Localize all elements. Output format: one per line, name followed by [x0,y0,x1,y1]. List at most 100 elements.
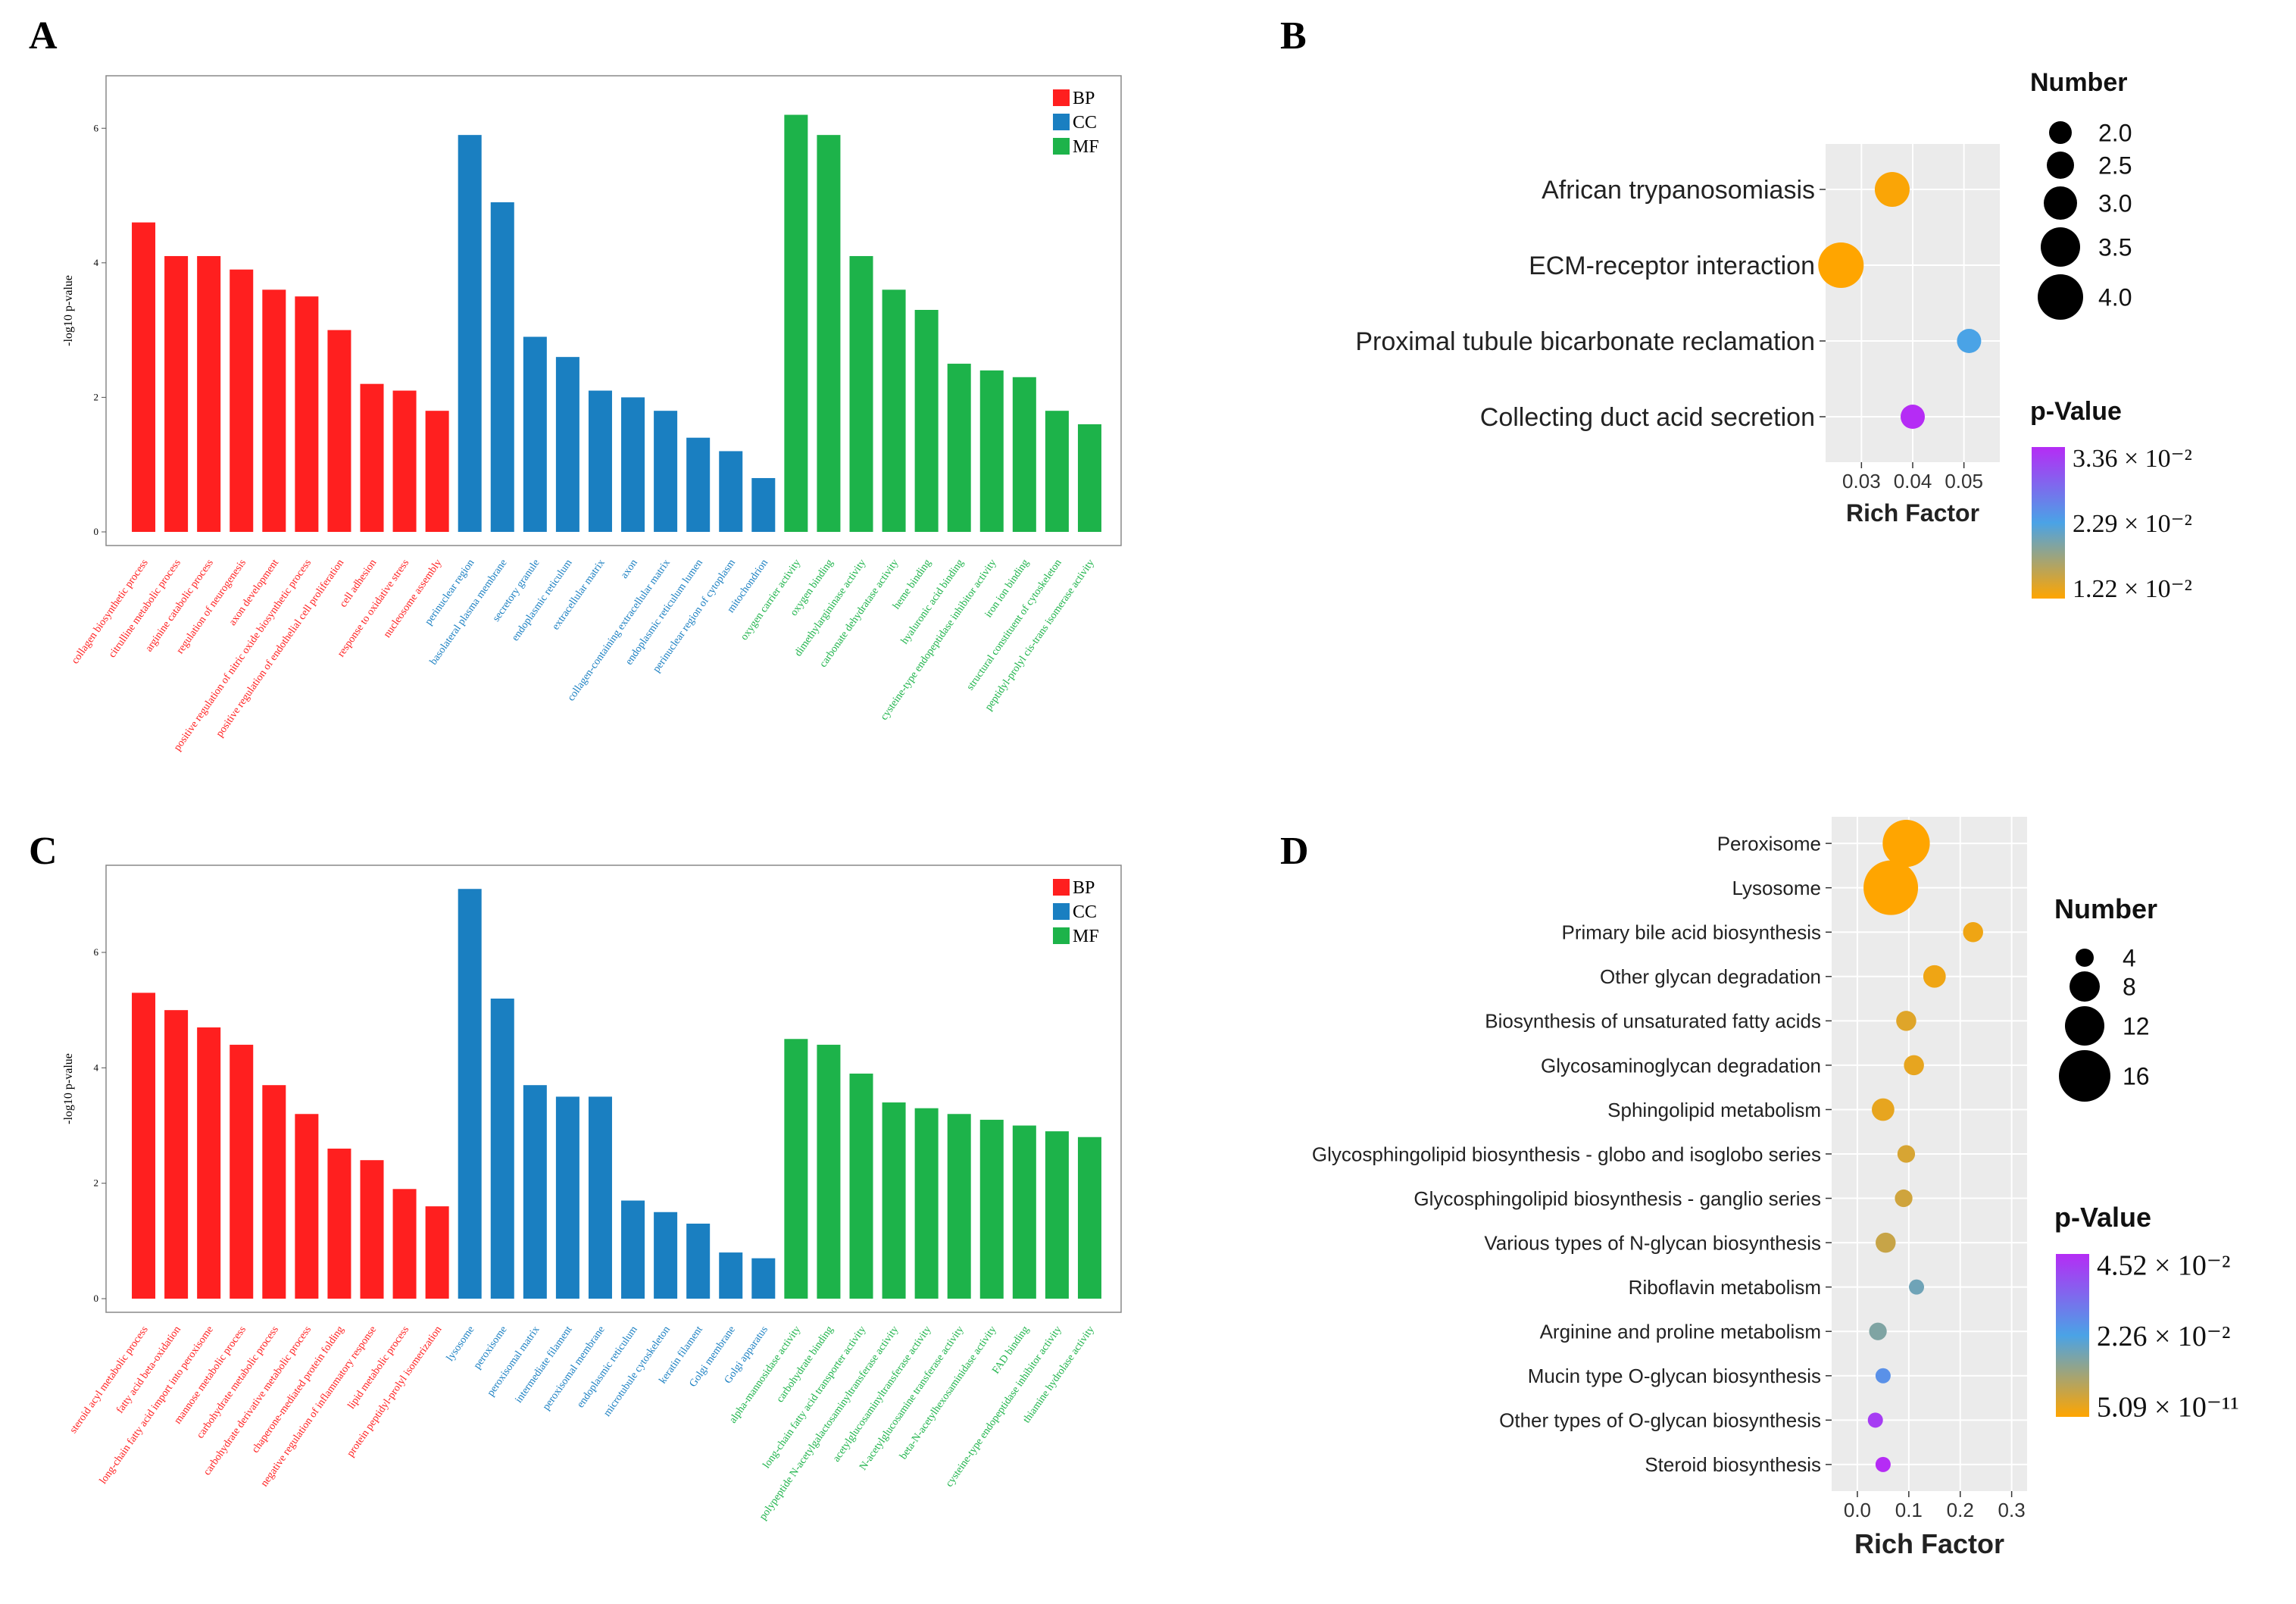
x-tick-label: 0.3 [1998,1499,2026,1521]
y-tick-label: 4 [94,257,99,268]
dot [1895,1189,1913,1208]
pathway-label: ECM-receptor interaction [1529,252,1815,280]
panel-label-a: A [29,14,58,58]
bar [849,1073,873,1299]
bar [132,222,156,532]
size-legend-dot [2049,121,2072,144]
x-tick-label: carbohydrate binding [774,1324,836,1405]
dot [1875,1456,1891,1472]
bar [1045,411,1069,532]
size-legend-dot [2070,971,2100,1002]
x-tick-label: oxygen carrier activity [739,558,803,643]
legend-label: BP [1073,89,1095,108]
legend-swatch [1053,903,1070,920]
pathway-label: Riboflavin metabolism [1629,1276,1821,1299]
x-axis-title: Rich Factor [1846,499,1979,527]
legend-swatch [1053,138,1070,155]
bar [1012,377,1036,532]
bar [751,1258,776,1299]
bar [262,1085,286,1299]
size-legend-label: 2.5 [2098,152,2132,180]
x-tick-label: fatty acid beta-oxidation [114,1324,183,1416]
bar [1045,1131,1069,1299]
pathway-label: Lysosome [1732,877,1821,899]
bar [751,477,776,532]
bar [458,135,482,533]
bar [719,451,743,532]
bar [1012,1125,1036,1299]
panel-label-b: B [1280,14,1307,58]
pathway-label: Glycosphingolipid biosynthesis - globo a… [1312,1143,1821,1165]
y-axis-label: -log10 p-value [62,1053,75,1124]
x-tick-label: peroxisome [472,1324,510,1371]
bar [882,1102,906,1299]
bar [784,1039,808,1299]
pathway-label: Biosynthesis of unsaturated fatty acids [1485,1010,1821,1033]
bar [230,1044,254,1299]
size-legend-label: 8 [2123,974,2136,1001]
size-legend-dot [2044,186,2077,220]
color-legend-title: p-Value [2030,397,2122,426]
x-tick-label: 0.03 [1842,470,1881,492]
pathway-label: Mucin type O-glycan biosynthesis [1528,1365,1821,1387]
legend-label: MF [1073,927,1099,946]
bar [523,336,547,532]
pathway-label: Arginine and proline metabolism [1540,1321,1821,1343]
size-legend-dot [2041,227,2080,267]
size-legend-title: Number [2054,893,2157,924]
x-tick-label: 0.05 [1945,470,1983,492]
dot [1901,405,1925,429]
size-legend-label: 2.0 [2098,120,2132,147]
panel-label-c: C [29,830,58,873]
color-legend-label: 4.52 × 10⁻² [2097,1250,2230,1282]
bar [979,370,1004,532]
dot [1904,1055,1924,1076]
bar [1077,1137,1101,1299]
dot [1869,1322,1887,1340]
kegg-dot-plot-b: 0.03 0.04 0.05 Rich Factor African trypanoso… [1355,68,2191,603]
bar [132,993,156,1299]
x-tick-label: lipid metabolic process [346,1324,412,1412]
dot [1923,965,1946,988]
bar [849,255,873,532]
dot [1863,860,1919,915]
bar [295,1114,319,1299]
x-tick-label: axon [619,558,640,581]
legend-label: CC [1073,902,1097,922]
bar [392,390,417,532]
bar [327,330,351,532]
bar [784,114,808,533]
y-tick-label: 2 [94,391,99,402]
bar [654,411,678,532]
bar [164,255,189,532]
x-tick-label: lysosome [445,1324,477,1364]
x-tick-label: 0.04 [1894,470,1932,492]
bar [555,357,579,532]
color-legend-label: 3.36 × 10⁻² [2073,445,2192,473]
legend-swatch [1053,114,1070,130]
dot [1818,242,1864,288]
dot [1896,1011,1916,1031]
bar [621,1200,645,1299]
bar [621,397,645,532]
size-legend-label: 3.5 [2098,234,2132,261]
color-bar [2056,1254,2089,1417]
pathway-label: Glycosaminoglycan degradation [1541,1054,1821,1077]
bar [914,310,939,532]
legend-label: CC [1073,113,1097,133]
size-legend-dot [2059,1050,2110,1102]
bar [588,1096,612,1299]
x-tick-label: intermediate filament [513,1324,574,1405]
y-tick-label: 4 [94,1062,99,1073]
x-tick-label: 0.2 [1947,1499,1974,1521]
x-tick-label: positive regulation of endothelial cell … [214,558,346,739]
bar [523,1085,547,1299]
bar [686,437,711,532]
bar [490,998,514,1299]
dot [1909,1279,1925,1295]
pathway-label: African trypanosomiasis [1542,176,1815,205]
bar [686,1223,711,1299]
dot [1867,1412,1883,1428]
x-tick-label: endoplasmic reticulum [510,558,575,643]
